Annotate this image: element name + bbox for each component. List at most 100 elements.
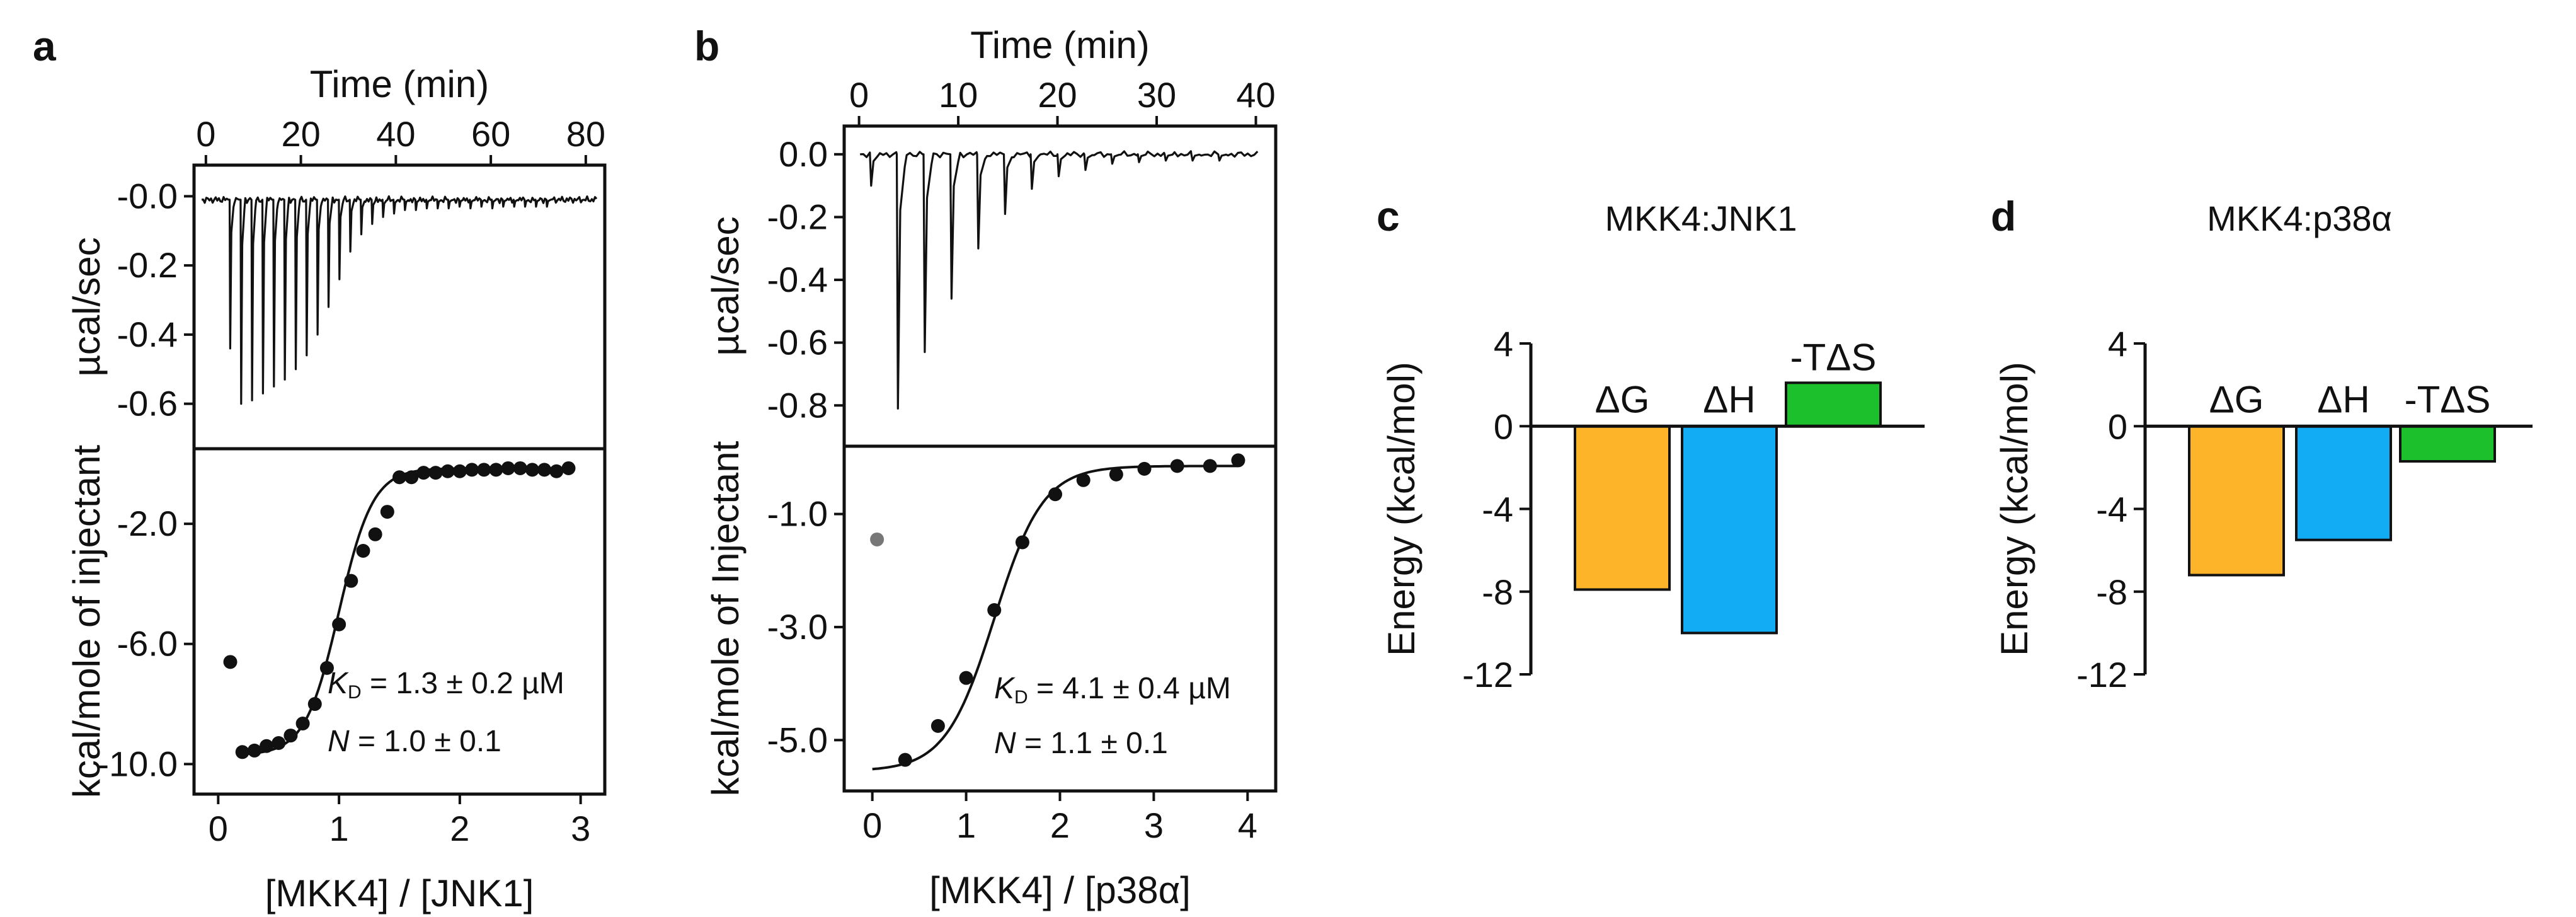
panel-b-kd-value: = 4.1 ± 0.4 µM <box>1028 672 1231 705</box>
panel-a-ratio-axis-title: [MKK4] / [JNK1] <box>265 872 534 914</box>
panel-letter-a: a <box>33 23 57 69</box>
panel-b-kd-subscript: D <box>1014 687 1028 708</box>
panel-b-power-axis-title: µcal/sec <box>704 216 747 355</box>
panel-a-time-axis-title: Time (min) <box>310 63 489 105</box>
panel-c-bar-delta-h <box>1681 425 1778 635</box>
panel-b-isotherm-point <box>1109 467 1123 482</box>
panel-a-ratio-tick-label: 0 <box>209 809 228 848</box>
panel-c-y-tick-label: 4 <box>1494 324 1513 364</box>
panel-c-bar-label-delta-h: ΔH <box>1703 378 1755 420</box>
panel-a-isotherm-point <box>513 461 527 475</box>
panel-a-first-injection-point <box>223 655 238 669</box>
panel-a-time-tick-label: 20 <box>281 114 320 154</box>
panel-a-isotherm-point <box>549 464 564 478</box>
panel-b-isotherm-point <box>1231 453 1245 468</box>
panel-b-heat-tick-label: -1.0 <box>767 494 828 534</box>
panel-b-power-tick-label: -0.2 <box>767 197 828 236</box>
panel-c-y-tick-label: -8 <box>1482 572 1513 612</box>
panel-a-isotherm-point <box>428 466 443 480</box>
panel-b-ratio-tick-label: 0 <box>862 805 882 845</box>
panel-a-isotherm-point <box>344 574 358 588</box>
panel-a-plot-frame <box>192 163 607 796</box>
panel-c: MKK4:JNK1 4 0 -4 -8 -12 Energy (kcal/mol) ΔG ΔH-… <box>1380 199 1925 695</box>
panel-a-ratio-tick-label: 2 <box>450 809 469 848</box>
panel-d-y-axis-title: Energy (kcal/mol) <box>1993 362 2035 656</box>
panel-b-ratio-tick-label: 4 <box>1238 805 1257 845</box>
panel-a-isotherm-point <box>465 463 479 477</box>
panel-b-heat-axis-title: kcal/mole of Injectant <box>704 441 747 796</box>
panel-letter-b: b <box>694 23 719 69</box>
panel-b-power-tick-label: -0.6 <box>767 323 828 362</box>
panel-b-ratio-tick-label: 3 <box>1144 805 1164 845</box>
panel-b-power-tick-label: -0.8 <box>767 385 828 425</box>
panel-d-bar-label-delta-g: ΔG <box>2209 378 2264 420</box>
panel-a-time-tick-label: 40 <box>376 114 415 154</box>
panel-b-power-tick-label: -0.4 <box>767 260 828 299</box>
panel-a-kd-annotation: KD = 1.3 ± 0.2 µM <box>328 667 564 703</box>
panel-a-kd-symbol: K <box>328 667 349 700</box>
panel-b-time-tick-label: 30 <box>1137 75 1176 115</box>
panel-a-isotherm-point <box>452 464 467 478</box>
panel-b-isotherm-point <box>1203 459 1217 473</box>
panel-a-power-tick-label: -0.0 <box>117 176 178 216</box>
panel-a-isotherm-point <box>416 466 431 480</box>
panel-a-isotherm-point <box>477 463 491 477</box>
panel-a-isotherm-point <box>525 463 539 477</box>
panel-d-bar-neg-t-delta-s <box>2399 425 2496 463</box>
panel-b-isotherm-point <box>1137 461 1152 476</box>
panel-a-power-axis-title: µcal/sec <box>66 237 108 376</box>
panel-a-isotherm-point <box>356 544 370 558</box>
panel-b-isotherm-point <box>959 671 973 685</box>
panel-a-isotherm-point <box>260 739 274 753</box>
panel-b-time-tick-label: 0 <box>849 75 869 115</box>
panel-d: MKK4:p38α 4 0 -4 -8 -12 Energy (kcal/mol) ΔG ΔH -… <box>1993 199 2533 695</box>
panel-a-isotherm-point <box>537 463 552 477</box>
panel-d-y-tick-label: -12 <box>2076 655 2127 695</box>
panel-a-time-tick-label: 80 <box>566 114 605 154</box>
panel-a-isotherm-point <box>307 697 322 712</box>
panel-c-y-tick-label: -4 <box>1482 490 1513 529</box>
panel-a-isotherm-point <box>501 461 515 475</box>
panel-a-ratio-tick-label: 3 <box>571 809 590 848</box>
panel-c-y-tick-label: -12 <box>1462 655 1513 695</box>
panel-a-n-annotation: N = 1.0 ± 0.1 <box>328 725 501 758</box>
panel-b-thermogram-trace <box>860 150 1259 410</box>
panel-d-panel-title: MKK4:p38α <box>2207 199 2392 238</box>
panel-a-thermogram-trace <box>201 195 598 405</box>
panel-a-kd-value: = 1.3 ± 0.2 µM <box>362 667 564 700</box>
panel-a-isotherm-point <box>332 617 346 632</box>
panel-b-fit-curve <box>872 464 1239 771</box>
panel-b-power-tick-label: 0.0 <box>779 134 828 174</box>
panel-b-isotherm-point <box>1170 459 1184 473</box>
panel-a-isotherm-point <box>380 505 394 519</box>
panel-a-isotherm-point <box>561 461 576 475</box>
panel-b-isotherm-point <box>1015 535 1029 550</box>
panel-a-power-tick-label: -0.4 <box>117 314 178 354</box>
panel-d-bar-label-neg-t-delta-s: -TΔS <box>2405 378 2491 420</box>
panel-b-isotherm-point <box>1076 473 1091 487</box>
panel-a-power-tick-label: -0.2 <box>117 245 178 285</box>
panel-b-isotherm-point <box>1048 487 1063 502</box>
panel-b-n-symbol: N <box>994 727 1016 760</box>
panel-b-heat-tick-label: -3.0 <box>767 607 828 647</box>
panel-a-kd-subscript: D <box>348 682 362 703</box>
panel-b-n-value: = 1.1 ± 0.1 <box>1016 727 1168 760</box>
panel-a-isotherm-point <box>319 660 334 675</box>
panel-a-isotherm-point <box>440 464 455 478</box>
panel-b-time-tick-label: 40 <box>1236 75 1275 115</box>
panel-a-isotherm-point <box>247 743 261 758</box>
panel-a-time-tick-label: 60 <box>471 114 510 154</box>
panel-b-time-tick-label: 20 <box>1038 75 1077 115</box>
panel-a-isotherm-point <box>368 527 382 541</box>
panel-b-n-annotation: N = 1.1 ± 0.1 <box>994 727 1168 760</box>
panel-a-isotherm-point <box>392 470 406 485</box>
panel-d-y-tick-label: 0 <box>2108 407 2127 446</box>
panel-b-time-tick-label: 10 <box>939 75 978 115</box>
panel-b-ratio-axis-title: [MKK4] / [p38α] <box>929 869 1191 911</box>
panel-b-time-axis-title: Time (min) <box>970 24 1149 66</box>
panel-letter-d: d <box>1991 193 2016 239</box>
panel-letter-c: c <box>1377 193 1400 239</box>
